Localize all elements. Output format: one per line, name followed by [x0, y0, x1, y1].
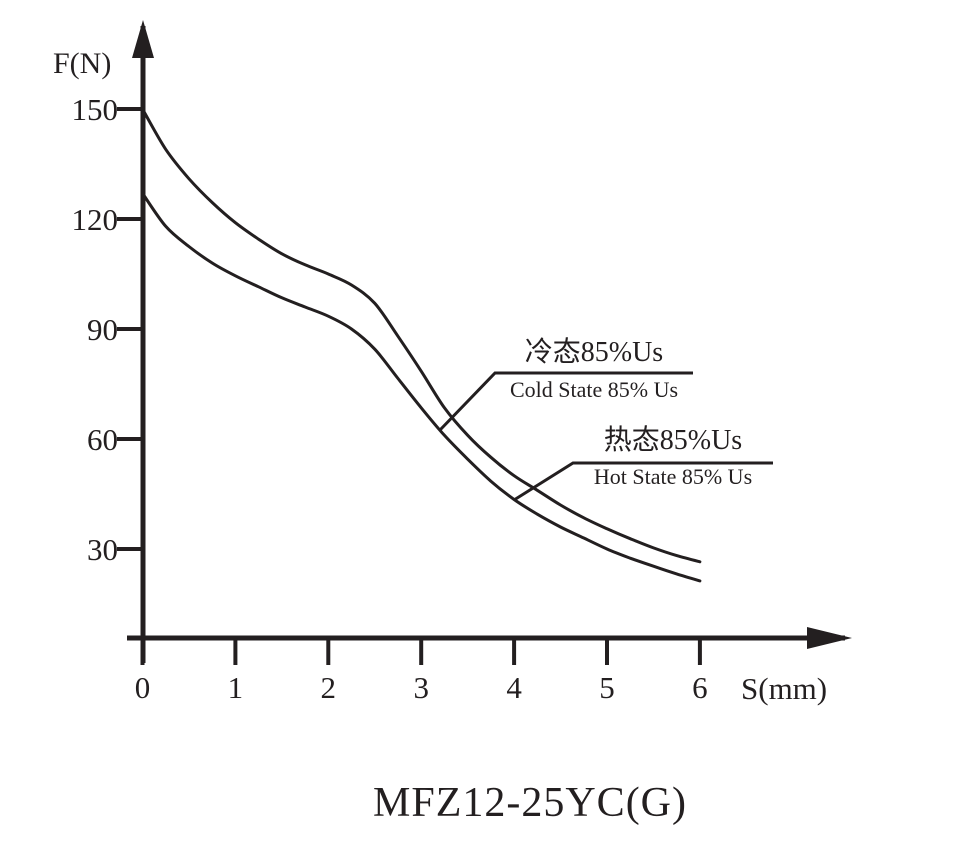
y-tick-label: 60	[87, 422, 118, 457]
x-tick-label: 1	[227, 670, 244, 705]
y-tick-label: 30	[87, 532, 118, 567]
x-tick-label: 0	[134, 670, 151, 705]
hot-series-label-en: Hot State 85% Us	[593, 464, 753, 489]
y-tick-label: 150	[71, 92, 119, 127]
cold-series-label-zh: 冷态85%Us	[524, 337, 664, 368]
x-tick-label: 3	[413, 670, 429, 705]
y-axis-label: F(N)	[53, 47, 112, 80]
y-tick-label: 90	[87, 312, 118, 347]
x-axis-arrow-icon	[807, 627, 852, 649]
x-axis-label: S(mm)	[741, 671, 828, 706]
hot-series-label-zh: 热态85%Us	[603, 425, 743, 456]
cold-leader-line	[438, 371, 693, 432]
y-axis-arrow-icon	[132, 20, 154, 58]
cold-series-label-en: Cold State 85% Us	[509, 377, 679, 402]
chart-title: MFZ12-25YC(G)	[373, 780, 687, 826]
x-tick-label: 5	[599, 670, 615, 705]
y-tick-label: 120	[71, 202, 119, 237]
x-tick-label: 2	[320, 670, 337, 705]
x-tick-label: 6	[692, 670, 708, 705]
x-tick-label: 4	[506, 670, 522, 705]
hot-state-curve	[141, 191, 702, 583]
hot-leader-line	[513, 461, 773, 502]
cold-state-curve	[141, 107, 702, 564]
